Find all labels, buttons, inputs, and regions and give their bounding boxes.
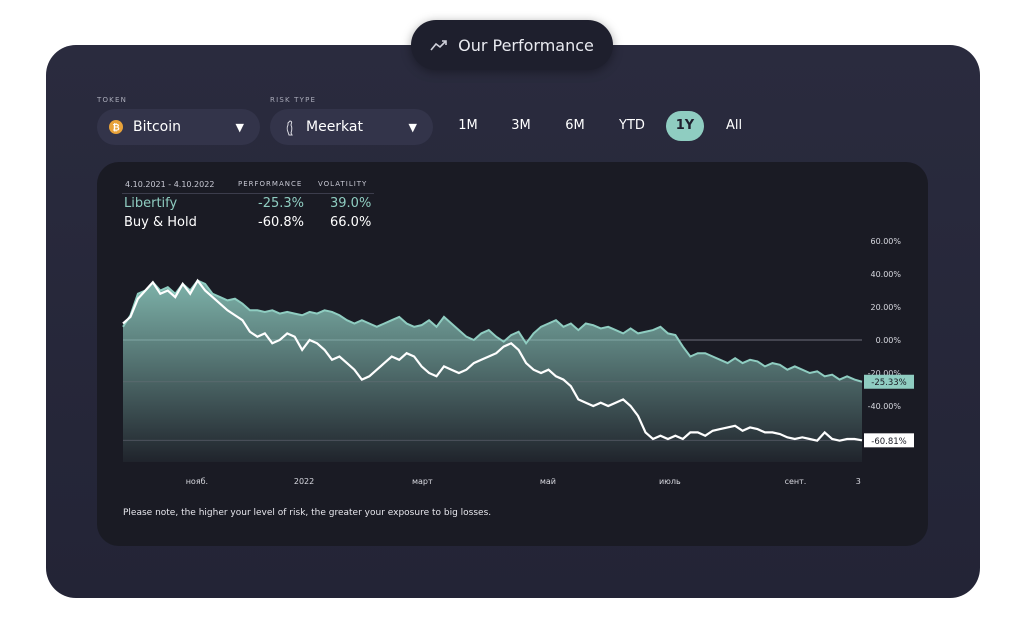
- buy-hold-name: Buy & Hold: [124, 215, 197, 230]
- x-tick-label: март: [412, 477, 433, 486]
- svg-text:₿: ₿: [112, 123, 119, 134]
- libertify-volatility: 39.0%: [330, 196, 372, 211]
- x-tick-label: нояб.: [186, 477, 208, 486]
- trending-up-icon: [430, 39, 448, 51]
- libertify-performance: -25.3%: [258, 196, 304, 211]
- date-range: 4.10.2021 - 4.10.2022: [125, 180, 215, 189]
- page-title: Our Performance: [458, 35, 594, 55]
- x-tick-label: 3: [856, 477, 861, 486]
- buy-hold-end-label-bg: [864, 433, 914, 448]
- period-6m-button[interactable]: 6M: [565, 118, 585, 133]
- y-tick-label: 40.00%: [870, 270, 901, 279]
- y-tick-label: 60.00%: [870, 237, 901, 246]
- risk-type-dropdown[interactable]: Meerkat ▼: [270, 109, 433, 145]
- period-1y-button[interactable]: 1Y: [666, 111, 704, 141]
- bitcoin-icon: ₿: [109, 120, 123, 134]
- y-tick-label: -20.00%: [868, 369, 902, 378]
- libertify-name: Libertify: [124, 196, 178, 211]
- volatility-header: VOLATILITY: [318, 180, 368, 188]
- libertify-area: [123, 280, 862, 462]
- buy-hold-end-label: -60.81%: [871, 437, 906, 447]
- x-tick-label: май: [540, 477, 556, 486]
- meerkat-icon: [282, 120, 296, 136]
- libertify-end-label-bg: [864, 374, 914, 389]
- risk-type-label: RISK TYPE: [270, 96, 317, 104]
- chevron-down-icon: ▼: [408, 121, 417, 134]
- risk-type-value: Meerkat: [306, 119, 363, 135]
- y-tick-label: 0.00%: [876, 336, 902, 345]
- performance-header: PERFORMANCE: [238, 180, 303, 188]
- libertify-line: [122, 279, 863, 383]
- period-3m-button[interactable]: 3M: [511, 118, 531, 133]
- x-tick-label: 2022: [294, 477, 314, 486]
- y-tick-label: 20.00%: [870, 303, 901, 312]
- risk-note: Please note, the higher your level of ri…: [123, 508, 492, 518]
- y-tick-label: -40.00%: [868, 402, 902, 411]
- period-ytd-button[interactable]: YTD: [619, 118, 645, 133]
- x-tick-label: сент.: [785, 477, 807, 486]
- performance-title-pill: Our Performance: [411, 20, 613, 70]
- x-tick-label: июль: [659, 477, 681, 486]
- period-all-button[interactable]: All: [725, 118, 743, 133]
- buy-hold-line: [122, 278, 863, 442]
- stats-divider: [122, 193, 374, 194]
- buy-hold-performance: -60.8%: [258, 215, 304, 230]
- libertify-end-label: -25.33%: [871, 378, 906, 388]
- period-1m-button[interactable]: 1M: [458, 118, 478, 133]
- buy-hold-volatility: 66.0%: [330, 215, 372, 230]
- token-label: TOKEN: [97, 96, 128, 104]
- chevron-down-icon: ▼: [235, 121, 244, 134]
- token-dropdown[interactable]: ₿ Bitcoin ▼: [97, 109, 260, 145]
- token-value: Bitcoin: [133, 119, 182, 135]
